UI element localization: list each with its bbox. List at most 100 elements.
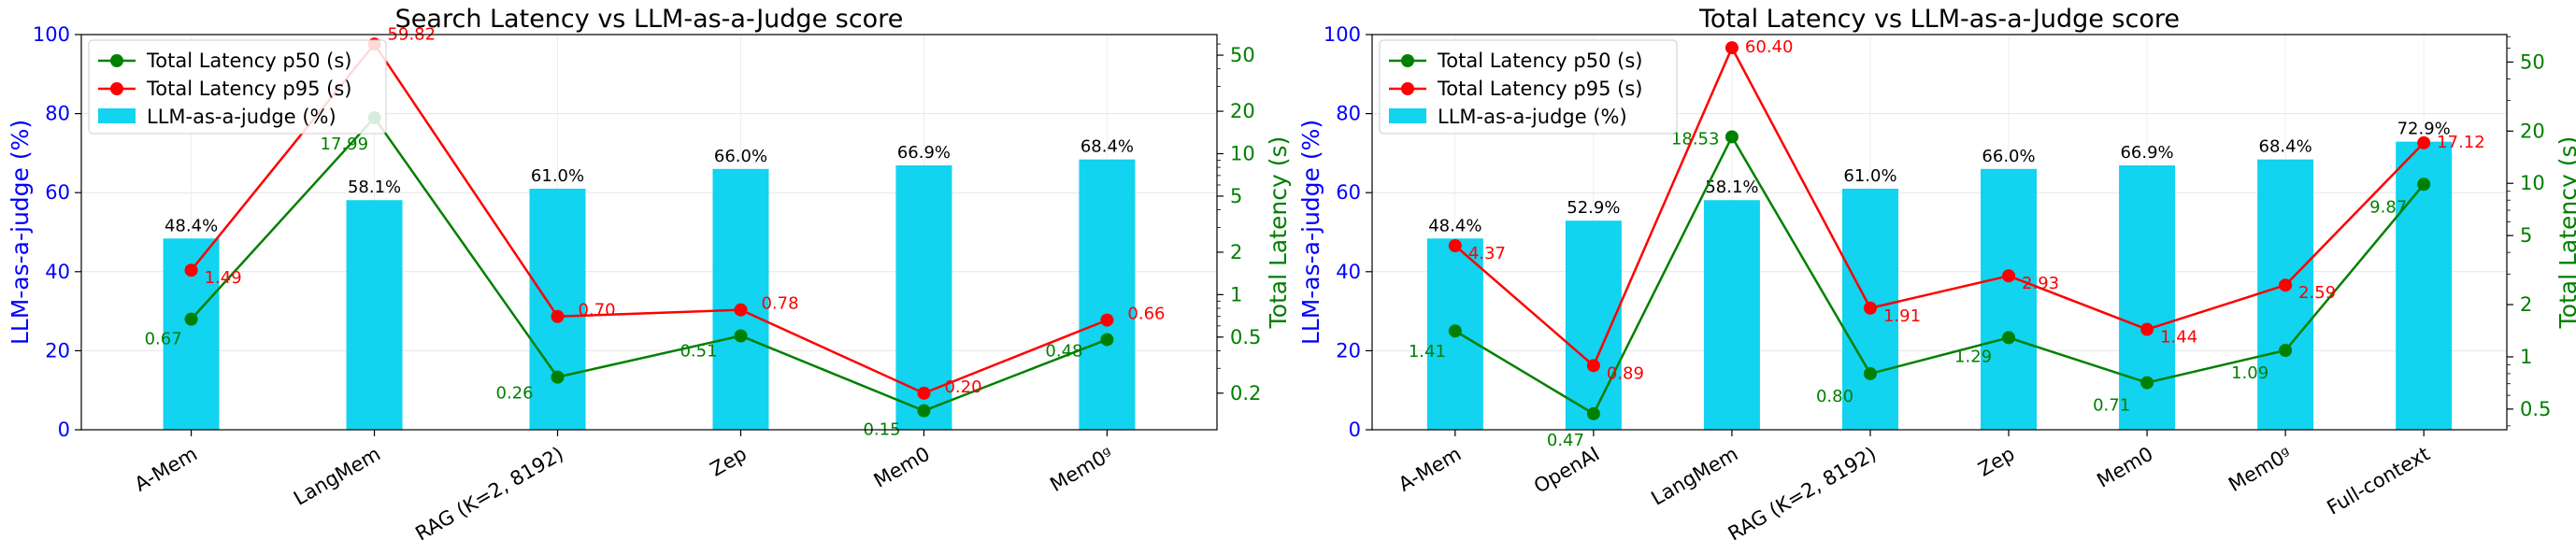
bar-zep <box>712 168 769 430</box>
point-p95 <box>2417 135 2431 149</box>
right-tick-label: 2 <box>1230 241 1242 263</box>
x-tick-label: RAG (K=2, 8192) <box>1724 443 1881 540</box>
right-tick-label: 0.2 <box>1230 382 1261 405</box>
bar-value-label: 48.4% <box>1428 216 1481 235</box>
bar-value-label: 52.9% <box>1567 198 1620 218</box>
left-tick-label: 20 <box>45 339 70 362</box>
right-tick-label: 20 <box>1230 100 1255 122</box>
left-tick-label: 0 <box>58 419 70 441</box>
legend-label: LLM-as-a-judge (%) <box>1438 106 1627 128</box>
right-tick-label: 5 <box>2520 224 2532 247</box>
legend-box <box>88 39 387 135</box>
right-tick-label: 1 <box>2520 346 2532 368</box>
point-p95 <box>1100 313 1114 327</box>
legend-bar-swatch <box>1389 108 1426 123</box>
left-tick-label: 20 <box>1336 339 1361 362</box>
point-p95 <box>2002 269 2016 283</box>
x-tick-label: Mem0ᵍ <box>2225 443 2296 496</box>
point-p50 <box>551 370 565 384</box>
legend-box <box>1379 39 1678 135</box>
plot-frame <box>80 34 1218 431</box>
left-tick-label: 0 <box>1349 419 1361 441</box>
x-tick-label: Mem0 <box>870 443 934 492</box>
x-tick-label: A-Mem <box>131 443 201 496</box>
point-p95-label: 0.70 <box>579 301 616 320</box>
left-tick-label: 40 <box>1336 261 1361 283</box>
point-p50-label: 1.09 <box>2231 363 2268 383</box>
left-tick-label: 100 <box>33 23 70 46</box>
bar-mem0- <box>1079 159 1136 430</box>
right-tick-label: 10 <box>1230 143 1255 165</box>
legend-label: Total Latency p95 (s) <box>1437 78 1642 100</box>
bar-value-label: 58.1% <box>1705 178 1758 197</box>
bar-value-label: 66.0% <box>714 147 767 166</box>
line-p50 <box>1454 134 2426 416</box>
x-tick-label: Zep <box>1974 443 2018 481</box>
x-tick-label: Mem0ᵍ <box>1046 443 1117 496</box>
point-p95-label: 0.89 <box>1607 363 1644 383</box>
point-p95 <box>2279 278 2293 292</box>
legend-marker-swatch <box>1401 82 1414 95</box>
point-p95 <box>1724 41 1739 55</box>
point-p50 <box>184 312 198 326</box>
legend-marker-swatch <box>110 82 123 95</box>
point-p95 <box>734 303 748 317</box>
legend-label: Total Latency p50 (s) <box>1437 50 1642 72</box>
line-p50 <box>190 116 1108 413</box>
x-tick-label: Zep <box>707 443 751 481</box>
left-axis-label: LLM-as-a-judge (%) <box>1297 120 1324 345</box>
right-tick-label: 0.5 <box>1230 326 1261 348</box>
bar-mem0- <box>2257 159 2314 430</box>
point-p50 <box>2279 344 2293 358</box>
right-tick-label: 50 <box>1230 44 1255 66</box>
bar-value-label: 61.0% <box>531 166 584 186</box>
point-p50-label: 17.99 <box>321 135 369 154</box>
right-axis-label: Total Latency (s) <box>2555 136 2576 330</box>
left-tick-label: 40 <box>45 261 70 283</box>
point-p95 <box>2140 322 2154 336</box>
point-p95 <box>1448 239 1462 253</box>
right-tick-label: 50 <box>2520 50 2545 73</box>
bar-value-label: 66.9% <box>2120 143 2173 163</box>
bar-value-label: 48.4% <box>165 216 218 235</box>
point-p50 <box>2140 376 2154 390</box>
right-tick-label: 20 <box>2520 120 2545 142</box>
x-tick-label: A-Mem <box>1395 443 1465 496</box>
point-p95-label: 0.66 <box>1127 305 1165 324</box>
x-tick-label: Full-context <box>2323 443 2433 519</box>
bar-value-label: 68.4% <box>1080 137 1134 157</box>
left-axis-label: LLM-as-a-judge (%) <box>7 120 34 345</box>
point-p50 <box>1100 333 1114 347</box>
point-p50-label: 1.29 <box>1954 347 1992 366</box>
bar-value-label: 58.1% <box>348 178 401 197</box>
point-p95-label: 1.49 <box>205 268 242 288</box>
legend-label: Total Latency p95 (s) <box>146 78 351 100</box>
bar-value-label: 66.0% <box>1982 147 2035 166</box>
point-p50-label: 0.47 <box>1547 431 1584 450</box>
point-p50-label: 0.67 <box>145 330 182 349</box>
bar-value-label: 66.9% <box>897 143 951 163</box>
legend-bar-swatch <box>98 108 136 123</box>
point-p50 <box>917 404 931 418</box>
left-tick-label: 100 <box>1324 23 1361 46</box>
point-p95-label: 17.12 <box>2437 133 2485 152</box>
point-p95 <box>1586 359 1600 373</box>
bar-rag-k-2-8192- <box>529 188 586 430</box>
bar-value-label: 61.0% <box>1843 166 1896 186</box>
line-p95 <box>1454 45 2426 368</box>
point-p95-label: 0.20 <box>944 377 981 397</box>
right-tick-label: 1 <box>1230 283 1242 306</box>
point-p50 <box>2417 178 2431 192</box>
point-p95 <box>1863 301 1877 315</box>
point-p50 <box>1724 130 1739 144</box>
bar-value-label: 68.4% <box>2259 137 2312 157</box>
point-p95-label: 0.78 <box>761 294 798 314</box>
point-p95 <box>917 386 931 400</box>
point-p95-label: 2.93 <box>2022 274 2059 293</box>
right-tick-label: 5 <box>1230 185 1242 207</box>
point-p95-label: 2.59 <box>2298 283 2336 303</box>
point-p95-label: 1.91 <box>1883 306 1921 326</box>
bar-mem0 <box>2119 165 2176 430</box>
point-p50-label: 0.51 <box>680 341 717 361</box>
